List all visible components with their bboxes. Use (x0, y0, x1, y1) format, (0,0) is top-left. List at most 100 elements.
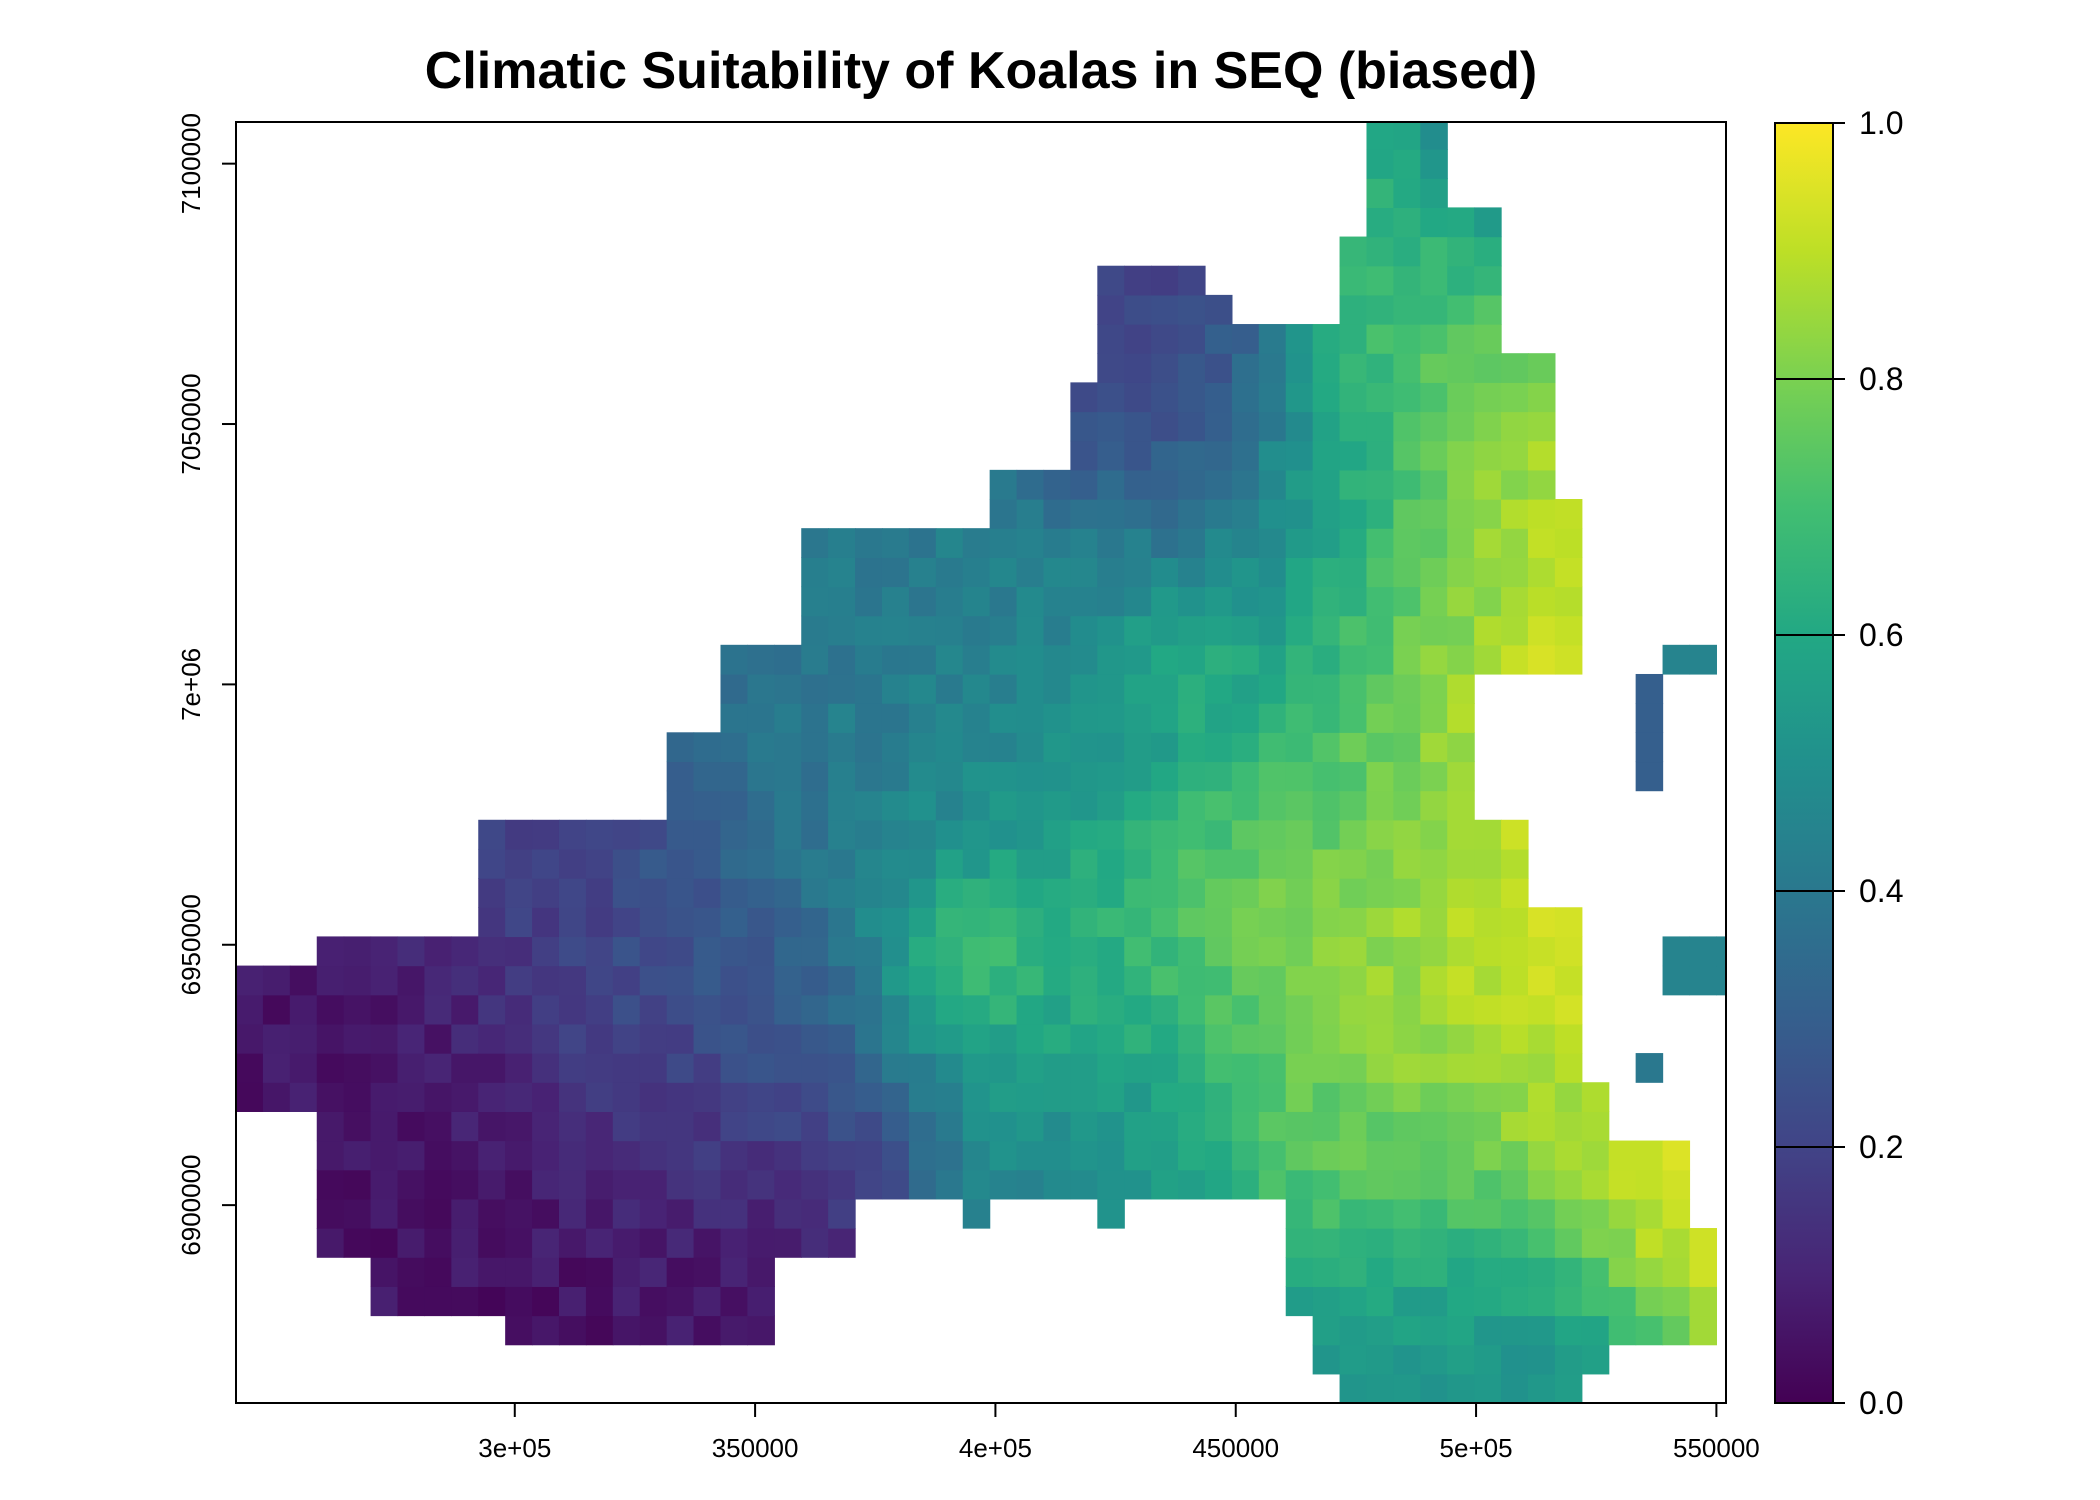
raster-cell (558, 848, 587, 879)
raster-cell (801, 732, 829, 763)
raster-cell (801, 1169, 829, 1200)
raster-cell (1420, 440, 1448, 471)
raster-cell (828, 1140, 856, 1171)
raster-cell (666, 1140, 695, 1171)
raster-cell (558, 1053, 587, 1083)
raster-cell (639, 1169, 668, 1200)
raster-cell (1420, 907, 1448, 938)
raster-cell (1420, 732, 1448, 763)
raster-cell (1204, 1111, 1233, 1142)
raster-cell (1016, 1169, 1045, 1200)
raster-cell (881, 790, 910, 821)
raster-cell (747, 965, 775, 996)
raster-cell (1312, 790, 1341, 821)
raster-cell (1312, 819, 1341, 850)
raster-cell (1043, 819, 1071, 850)
raster-cell (1420, 1286, 1448, 1317)
raster-cell (1420, 265, 1448, 296)
raster-cell (1527, 469, 1556, 500)
raster-cell (612, 1082, 641, 1112)
raster-cell (1178, 819, 1206, 850)
raster-cell (1447, 673, 1475, 704)
raster-cell (505, 819, 533, 850)
raster-cell (666, 1169, 695, 1200)
raster-cell (505, 1169, 533, 1200)
raster-cell (1204, 440, 1233, 471)
raster-cell (1447, 907, 1475, 938)
raster-cell (1420, 761, 1448, 792)
raster-cell (962, 761, 991, 792)
raster-cell (1581, 1140, 1610, 1171)
raster-cell (1366, 122, 1394, 150)
raster-cell (1231, 411, 1260, 442)
raster-cell (1016, 907, 1045, 938)
raster-cell (828, 1169, 856, 1200)
raster-cell (1178, 673, 1206, 704)
raster-cell (1366, 1315, 1394, 1346)
raster-cell (1527, 1257, 1556, 1287)
raster-cell (1151, 703, 1179, 733)
raster-cell (1016, 1023, 1045, 1054)
raster-cell (558, 1198, 587, 1229)
raster-cell (289, 994, 318, 1025)
raster-cell (397, 994, 426, 1025)
raster-cell (1474, 994, 1502, 1025)
raster-cell (1043, 1082, 1071, 1112)
raster-cell (1339, 673, 1368, 704)
raster-cell (1097, 732, 1125, 763)
raster-cell (666, 965, 695, 996)
raster-cell (935, 1140, 964, 1171)
raster-cell (1393, 1053, 1421, 1083)
raster-cell (1204, 761, 1233, 792)
raster-cell (1124, 936, 1152, 967)
raster-cell (1339, 644, 1368, 675)
raster-cell (747, 1198, 775, 1229)
raster-cell (1366, 732, 1394, 763)
raster-cell (1258, 790, 1287, 821)
raster-cell (1043, 557, 1071, 588)
raster-cell (989, 615, 1018, 646)
raster-cell (1581, 1169, 1610, 1200)
raster-cell (478, 1140, 506, 1171)
raster-cell (1474, 615, 1502, 646)
raster-cell (666, 732, 695, 763)
raster-cell (1393, 936, 1421, 967)
raster-cell (1554, 557, 1583, 588)
raster-cell (1366, 790, 1394, 821)
raster-cell (1474, 440, 1502, 471)
raster-cell (1258, 411, 1287, 442)
raster-cell (532, 1023, 560, 1054)
raster-cell (1178, 1082, 1206, 1112)
raster-cell (1501, 936, 1529, 967)
raster-cell (1151, 673, 1179, 704)
raster-cell (558, 907, 587, 938)
raster-cell (1339, 1228, 1368, 1258)
raster-cell (505, 1286, 533, 1317)
raster-cell (1124, 528, 1152, 558)
raster-cell (962, 673, 991, 704)
raster-cell (1420, 178, 1448, 208)
raster-cell (720, 1286, 749, 1317)
raster-cell (1447, 819, 1475, 850)
raster-cell (935, 703, 964, 733)
raster-cell (1393, 994, 1421, 1025)
raster-cell (343, 1082, 372, 1112)
raster-cell (1393, 149, 1421, 179)
raster-cell (1312, 644, 1341, 675)
raster-cell (1204, 644, 1233, 675)
raster-cell (1151, 411, 1179, 442)
raster-cell (720, 673, 749, 704)
raster-cell (774, 1169, 802, 1200)
y-tick-label: 7e+06 (176, 648, 206, 721)
raster-cell (478, 819, 506, 850)
raster-cell (1420, 469, 1448, 500)
raster-cell (1258, 965, 1287, 996)
raster-cell (1178, 994, 1206, 1025)
raster-cell (720, 1082, 749, 1112)
raster-cell (881, 557, 910, 588)
raster-cell (1474, 1257, 1502, 1287)
raster-cell (1474, 294, 1502, 325)
raster-cell (666, 1257, 695, 1287)
raster-cell (1554, 1111, 1583, 1142)
raster-cell (1527, 586, 1556, 617)
